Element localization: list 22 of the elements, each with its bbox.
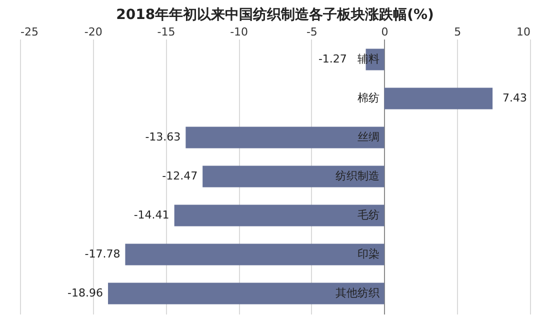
y-tick-label: 棉纺	[357, 91, 380, 104]
x-tick-label: -25	[20, 26, 38, 38]
y-tick-label: 其他纺织	[335, 286, 380, 300]
x-tick-label: 10	[516, 26, 530, 38]
y-tick-label: 印染	[357, 248, 380, 261]
data-label: 7.43	[502, 91, 528, 104]
data-label: -17.78	[84, 248, 120, 261]
x-tick-label: -15	[157, 26, 176, 38]
y-tick-label: 纺织制造	[335, 170, 380, 182]
x-tick-label: 5	[454, 26, 462, 38]
data-label: -18.96	[68, 286, 104, 300]
y-tick-label: 毛纺	[357, 208, 380, 222]
chart-title: 2018年年初以来中国纺织制造各子板块涨跌幅(%)	[116, 6, 434, 23]
x-tick-label: -20	[84, 26, 102, 38]
x-tick-label: 0	[381, 26, 388, 38]
x-tick-label: -10	[230, 26, 248, 38]
x-tick-label: -5	[306, 26, 318, 38]
data-label: -13.63	[145, 130, 181, 144]
data-label: -12.47	[162, 170, 198, 182]
data-label: -1.27	[318, 52, 347, 66]
y-tick-label: 丝绸	[357, 130, 380, 144]
data-label: -14.41	[134, 208, 170, 222]
